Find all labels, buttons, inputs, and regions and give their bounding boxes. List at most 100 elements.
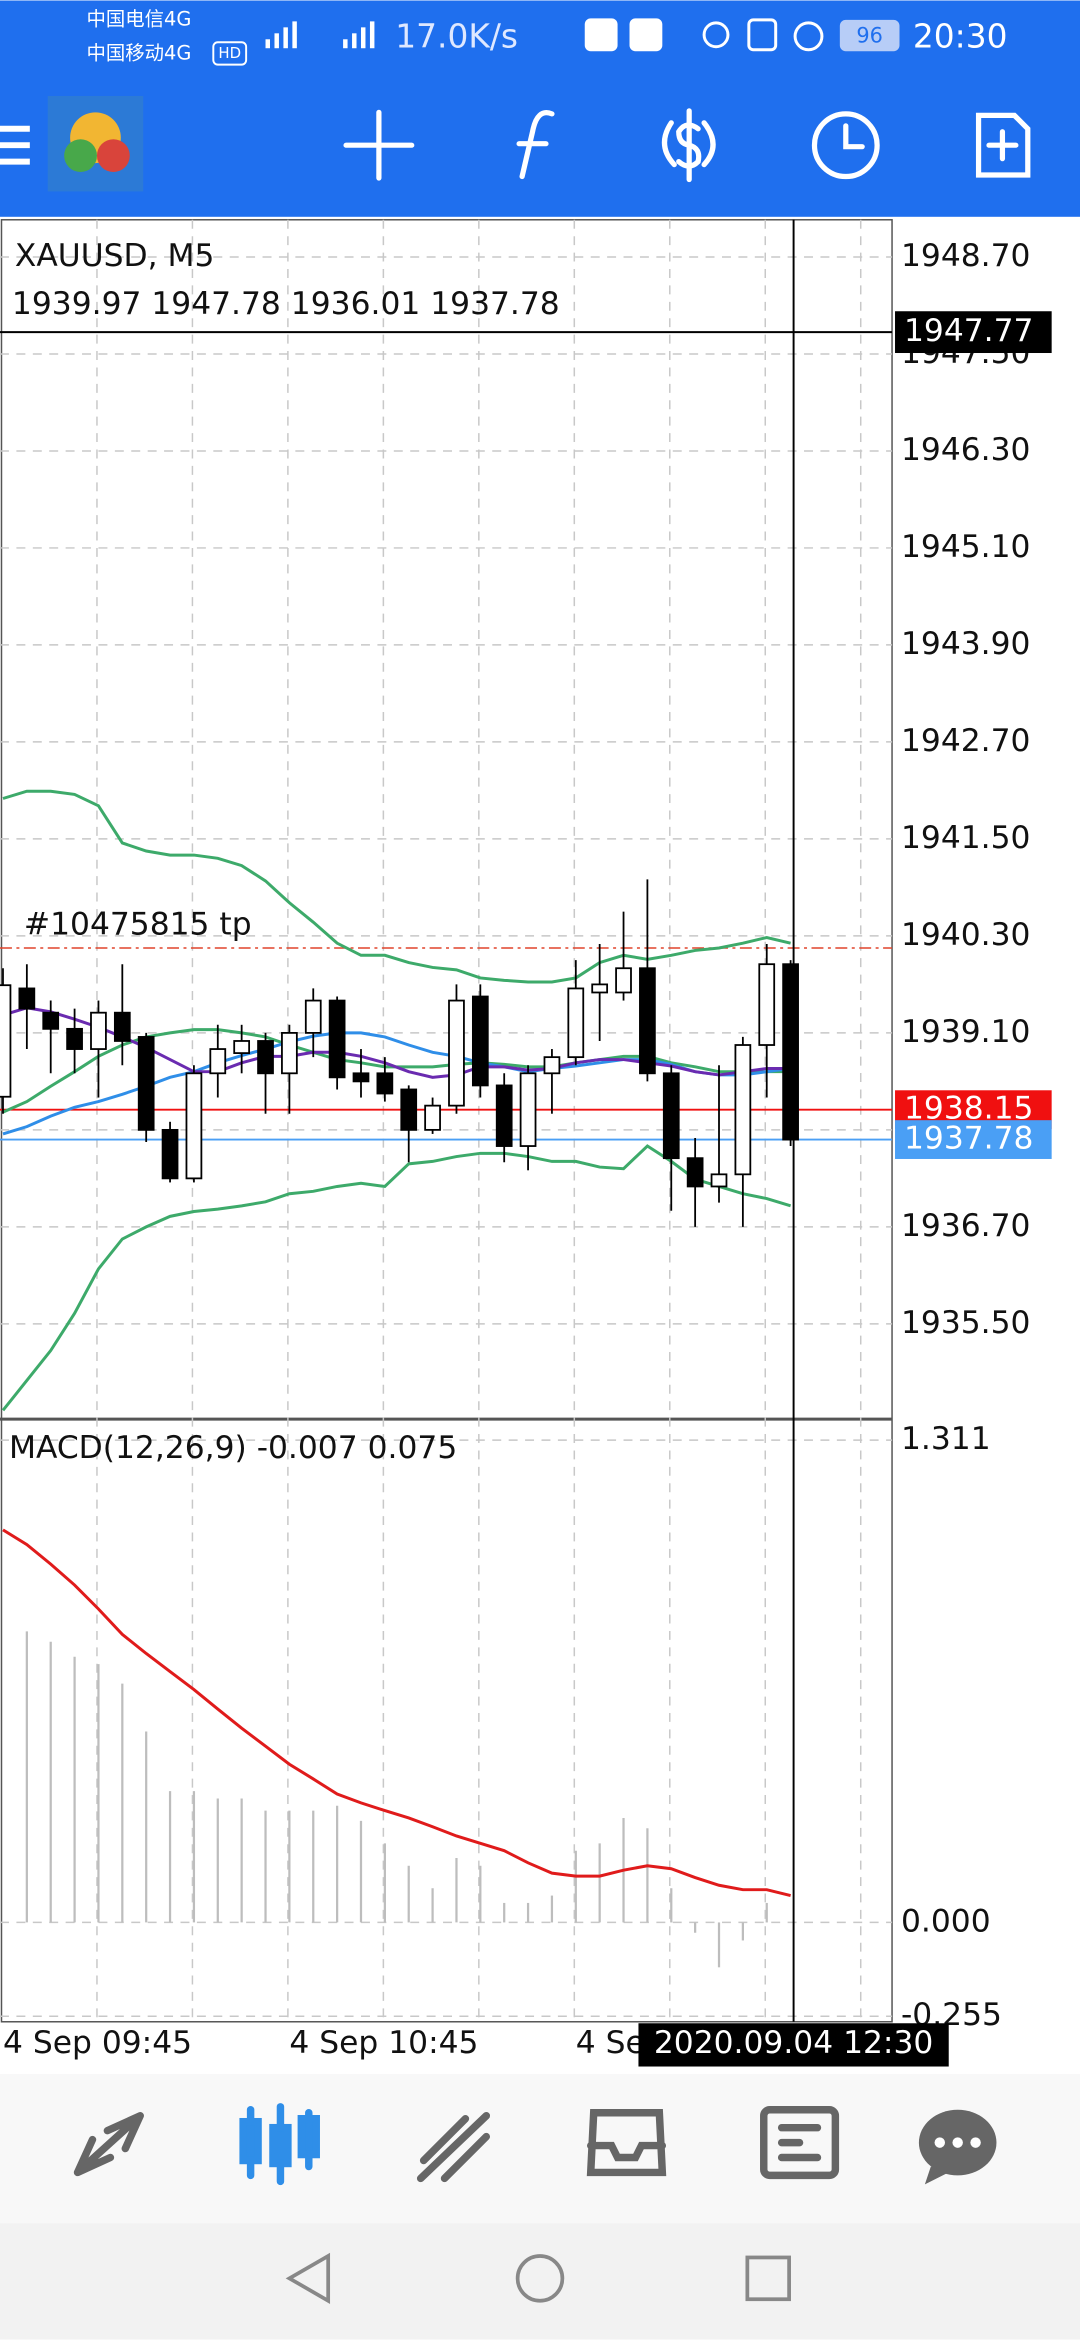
history-tab[interactable] bbox=[586, 2109, 667, 2177]
candle-body bbox=[710, 1173, 728, 1188]
carrier: 中国移动4G bbox=[87, 42, 192, 65]
crosshair-time: 2020.09.04 12:30 bbox=[654, 2025, 933, 2061]
app-header bbox=[0, 0, 1080, 217]
candle-body bbox=[209, 1048, 227, 1075]
crosshair-price: 1947.77 bbox=[904, 313, 1034, 349]
signal-icons bbox=[265, 21, 375, 49]
new-order-tool[interactable] bbox=[975, 112, 1031, 178]
chart-frame bbox=[0, 219, 893, 2023]
candle-body bbox=[257, 1040, 274, 1075]
app-icon bbox=[584, 18, 618, 52]
candle-body bbox=[591, 983, 609, 994]
candle-body bbox=[543, 1056, 561, 1075]
crosshair-time-box bbox=[638, 2023, 949, 2067]
chart-tab[interactable] bbox=[239, 2103, 320, 2186]
crosshair-price-box bbox=[895, 311, 1052, 354]
candle-body bbox=[42, 1011, 60, 1030]
alarm-icon bbox=[793, 21, 824, 52]
home-button[interactable] bbox=[515, 2254, 565, 2303]
y-tick-label: 1936.70 bbox=[901, 1208, 1030, 1244]
candle-body bbox=[281, 1031, 298, 1075]
candle-body bbox=[161, 1128, 179, 1180]
y-tick-label: 1935.50 bbox=[901, 1305, 1030, 1341]
recents-button[interactable] bbox=[745, 2255, 791, 2302]
candle-body bbox=[495, 1084, 513, 1147]
candle-body bbox=[686, 1157, 704, 1188]
y-tick-label: 1939.10 bbox=[901, 1014, 1030, 1050]
candle-body bbox=[471, 995, 489, 1087]
battery-level: 96 bbox=[856, 23, 883, 47]
y-tick-label: 1945.10 bbox=[901, 529, 1030, 565]
y-tick-label: 1942.70 bbox=[901, 723, 1030, 759]
candle-body bbox=[0, 984, 12, 1098]
candle-body bbox=[782, 963, 799, 1141]
chart: 1948.701947.501946.301945.101943.901942.… bbox=[0, 219, 1052, 2067]
y-tick-label: 1940.30 bbox=[901, 917, 1030, 953]
chart-title: XAUUSD, M5 bbox=[15, 238, 215, 274]
candle-body bbox=[66, 1027, 83, 1050]
candle-body bbox=[639, 967, 656, 1075]
candle-body bbox=[734, 1044, 752, 1176]
app-icon bbox=[629, 18, 663, 52]
candle-body bbox=[304, 999, 322, 1034]
quotes-tab[interactable] bbox=[73, 2112, 144, 2177]
hd-text: HD bbox=[218, 44, 241, 62]
eye-icon bbox=[702, 21, 730, 49]
nfc-icon bbox=[747, 18, 778, 52]
app-logo[interactable] bbox=[47, 95, 144, 192]
price-label-box bbox=[895, 1120, 1052, 1159]
hd-badge bbox=[212, 41, 248, 66]
indicator-line bbox=[2, 1031, 791, 1136]
back-button[interactable] bbox=[285, 2252, 331, 2304]
candle-body bbox=[662, 1072, 680, 1160]
candle-body bbox=[448, 999, 465, 1107]
candle-body bbox=[90, 1011, 107, 1050]
candle-body bbox=[328, 999, 346, 1079]
y-tick-label: 1941.50 bbox=[901, 820, 1030, 856]
x-tick-label: 4 Sep 09:45 bbox=[3, 2025, 192, 2061]
timeframe-tool[interactable] bbox=[811, 111, 880, 180]
candle-body bbox=[424, 1104, 441, 1131]
y-tick-label: 0.000 bbox=[901, 1903, 991, 1939]
indicators-tool[interactable] bbox=[516, 110, 555, 180]
y-tick-label: 1948.70 bbox=[901, 238, 1030, 274]
candle-body bbox=[18, 987, 36, 1010]
candle-body bbox=[352, 1072, 370, 1083]
system-nav bbox=[0, 2223, 1080, 2340]
y-tick-label: 1.311 bbox=[901, 1421, 991, 1457]
chat-tab[interactable] bbox=[918, 2109, 997, 2185]
indicator-line bbox=[2, 1006, 791, 1079]
macd-title: MACD(12,26,9) -0.007 0.075 bbox=[9, 1430, 457, 1466]
y-tick-label: 1943.90 bbox=[901, 626, 1030, 662]
bottom-nav bbox=[0, 2073, 1080, 2224]
candle-body bbox=[567, 987, 585, 1059]
candle-body bbox=[137, 1036, 155, 1131]
battery bbox=[839, 19, 900, 52]
news-tab[interactable] bbox=[760, 2106, 840, 2180]
trade-tool[interactable] bbox=[661, 108, 716, 183]
ohlc-readout: 1939.97 1947.78 1936.01 1937.78 bbox=[12, 286, 560, 322]
candle-body bbox=[615, 967, 632, 994]
macd-signal bbox=[2, 1528, 791, 1898]
candle-body bbox=[400, 1088, 418, 1131]
candle-body bbox=[185, 1072, 203, 1180]
trade-tab[interactable] bbox=[416, 2112, 491, 2183]
net-speed: 17.0K/s bbox=[395, 17, 518, 55]
indicator-line bbox=[1, 1144, 792, 1412]
menu-button[interactable] bbox=[0, 125, 30, 165]
price-label: 1937.78 bbox=[904, 1121, 1034, 1157]
candle-body bbox=[113, 1011, 131, 1042]
y-tick-label: 1946.30 bbox=[901, 432, 1030, 468]
order-label: #10475815 tp bbox=[24, 907, 252, 943]
candle-body bbox=[519, 1072, 537, 1147]
carrier: 中国电信4G bbox=[87, 7, 192, 30]
x-tick-label: 4 Sep 10:45 bbox=[289, 2025, 478, 2061]
candle-body bbox=[376, 1072, 394, 1095]
crosshair-tool[interactable] bbox=[343, 109, 415, 181]
clock: 20:30 bbox=[913, 17, 1008, 55]
indicator-line bbox=[2, 789, 791, 984]
candle-body bbox=[758, 963, 776, 1046]
candle-body bbox=[233, 1040, 251, 1054]
